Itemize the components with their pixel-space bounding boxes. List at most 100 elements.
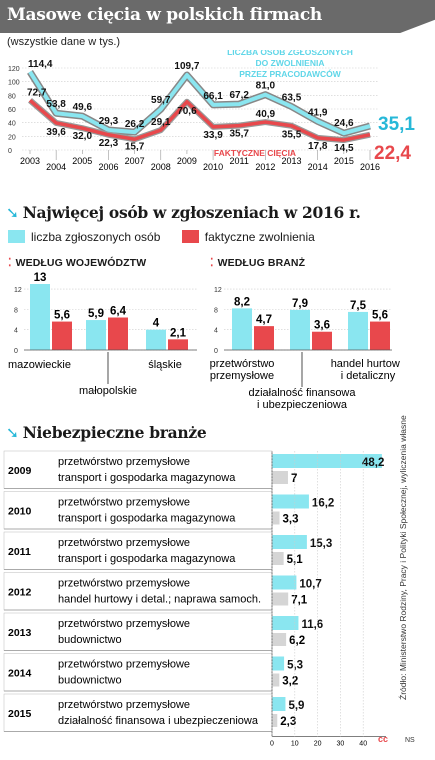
- bar-reported: [86, 320, 106, 350]
- x-tick-label: 2010: [203, 162, 223, 172]
- bar-actual: [370, 321, 390, 350]
- bar-reported: [146, 329, 166, 350]
- bar-value-label: 6,4: [110, 306, 127, 318]
- row-year: 2009: [8, 465, 32, 477]
- hbar-actual: [272, 511, 280, 525]
- hbar-value-reported: 15,3: [310, 538, 332, 550]
- y-tick-label: 0: [214, 348, 218, 355]
- bar-actual: [254, 326, 274, 350]
- hbar-actual: [272, 471, 288, 484]
- category-label-line: i detaliczny: [341, 370, 396, 382]
- data-label-reported: 26,2: [125, 119, 145, 130]
- y-tick-label: 0: [14, 348, 18, 355]
- row-sector-1: przetwórstwo przemysłowe: [58, 537, 190, 549]
- x-tick-label: 2008: [151, 162, 171, 172]
- hbar-reported: [272, 454, 382, 468]
- category-label: działalność finansowa i ubezpieczeniowa: [248, 387, 356, 411]
- bar-reported: [348, 311, 368, 350]
- y-tick-label: 12: [214, 287, 222, 294]
- data-label-actual: 35,7: [229, 129, 249, 140]
- hbar-chart-dangerous: 2009 przetwórstwo przemysłowe transport i …: [3, 450, 386, 748]
- data-label-reported: 59,7: [151, 95, 171, 106]
- data-label-reported: 41,9: [308, 107, 328, 118]
- title-bar: [0, 0, 435, 33]
- bar-value-label: 7,9: [292, 298, 308, 310]
- x-tick-label: 2013: [282, 156, 302, 166]
- row-year: 2013: [8, 627, 32, 639]
- bar-value-label: 5,9: [88, 308, 104, 320]
- x-tick-label: 20: [314, 741, 322, 748]
- page-title: Masowe cięcia w polskich firmach: [7, 5, 322, 25]
- row-box: [3, 491, 273, 530]
- section-title-2016: Najwięcej osób w zgłoszeniach w 2016 r.: [22, 203, 361, 222]
- row-year: 2015: [8, 708, 32, 720]
- y-tick-label: 0: [8, 148, 12, 155]
- legend-swatch-actual: [181, 230, 199, 243]
- series-line-reported: [28, 70, 371, 136]
- bar-value-label: 4: [153, 318, 160, 330]
- data-label-reported: 66,1: [203, 91, 223, 102]
- cc-icon: cc: [378, 734, 389, 744]
- data-label-actual: 39,6: [46, 127, 66, 138]
- series-label-reported-line: PRZEZ PRACODAWCÓW: [239, 68, 342, 79]
- y-tick-label: 20: [8, 134, 16, 141]
- hbar-value-actual: 7,1: [291, 595, 308, 607]
- category-label: handel hurtowy i detaliczny: [331, 358, 400, 382]
- hbar-value-reported: 11,6: [301, 619, 323, 631]
- bar-value-label: 7,5: [350, 300, 367, 312]
- legend-label-actual: faktyczne zwolnienia: [204, 230, 315, 244]
- row-sector-1: przetwórstwo przemysłowe: [58, 699, 190, 711]
- x-tick-label: 0: [270, 741, 274, 748]
- bar-reported: [30, 284, 50, 350]
- heading-voivodeships: ⁚ WEDŁUG WOJEWÓDZTW: [8, 257, 147, 269]
- data-label-reported: 109,7: [174, 61, 199, 72]
- y-tick-label: 8: [214, 307, 218, 314]
- row-box: [3, 450, 273, 489]
- bar-chart-sectors: 0 4 8 12 8,2 4,7 przetwórstwo przemysłowe 7,9 3,6…: [210, 287, 400, 411]
- data-label-actual: 35,5: [282, 130, 302, 141]
- bar-value-label: 13: [34, 272, 47, 284]
- category-label: małopolskie: [79, 385, 137, 397]
- hbar-value-reported: 5,9: [288, 700, 304, 712]
- y-tick-label: 8: [14, 307, 18, 314]
- hbar-value-actual: 6,2: [289, 635, 305, 647]
- hbar-value-reported: 10,7: [299, 579, 321, 591]
- bar-value-label: 2,1: [170, 327, 187, 339]
- section-heading-dangerous: ➘ Niebezpieczne branże: [6, 423, 207, 442]
- x-tick-label: 2003: [20, 156, 40, 166]
- data-label-actual: 29,1: [151, 117, 171, 128]
- row-box: [3, 612, 273, 651]
- x-tick-label: 10: [291, 741, 299, 748]
- section-heading-2016: ➘ Najwięcej osób w zgłoszeniach w 2016 r.: [6, 203, 361, 222]
- series-label-reported-line: LICZBA OSÓB ZGŁOSZONYCH: [227, 50, 353, 57]
- category-label: śląskie: [148, 359, 182, 371]
- hbar-reported: [272, 575, 297, 590]
- series-label-reported: LICZBA OSÓB ZGŁOSZONYCH DO ZWOLNIENIA PRZE…: [227, 50, 353, 79]
- row-year: 2014: [8, 668, 32, 680]
- data-label-reported: 24,6: [334, 118, 354, 129]
- row-sector-1: przetwórstwo przemysłowe: [58, 497, 190, 509]
- x-tick-label: 2014: [308, 162, 328, 172]
- hbar-actual: [272, 552, 284, 565]
- credit: NS: [405, 737, 415, 744]
- row-sector-1: przetwórstwo przemysłowe: [58, 659, 190, 671]
- line-chart: 0 20 40 60 80 100 120 2003 2004 2005 2006 2007 2008 2…: [8, 50, 415, 172]
- legend-swatch-reported: [8, 230, 25, 243]
- row-sector-2: transport i gospodarka magazynowa: [58, 513, 236, 525]
- y-tick-label: 12: [14, 287, 22, 294]
- x-tick-label: 2007: [125, 156, 145, 166]
- y-tick-label: 40: [8, 121, 16, 128]
- data-label-actual: 22,3: [99, 138, 119, 149]
- category-label-line: przemysłowe: [210, 370, 274, 382]
- hbar-actual: [272, 673, 280, 687]
- bar-value-label: 5,6: [54, 310, 70, 322]
- series-line-actual: [28, 98, 371, 142]
- hbar-reported: [272, 494, 309, 509]
- hbar-actual: [272, 592, 289, 606]
- hbar-value-actual: 2,3: [280, 716, 296, 728]
- hbar-reported: [272, 656, 285, 671]
- x-tick-label: 2009: [177, 156, 197, 166]
- bar-reported: [232, 308, 252, 350]
- data-label-actual: 40,9: [256, 109, 276, 120]
